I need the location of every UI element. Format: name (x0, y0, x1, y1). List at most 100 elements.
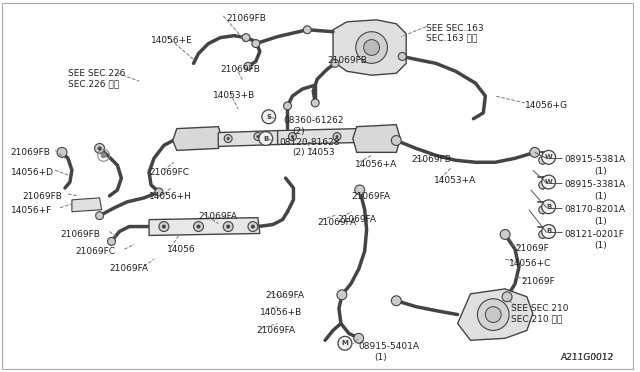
Circle shape (98, 147, 102, 150)
Text: 14056+H: 14056+H (149, 192, 192, 201)
Circle shape (257, 135, 259, 138)
Circle shape (338, 336, 352, 350)
Circle shape (541, 150, 556, 164)
Polygon shape (353, 125, 400, 153)
Circle shape (337, 290, 347, 300)
Polygon shape (458, 289, 532, 340)
Circle shape (356, 32, 387, 63)
Circle shape (262, 110, 276, 124)
Text: 08121-0201F: 08121-0201F (564, 230, 625, 238)
Text: (1): (1) (594, 167, 607, 176)
Text: 21069FA: 21069FA (198, 212, 237, 221)
Text: 14056+G: 14056+G (525, 101, 568, 110)
Circle shape (392, 296, 401, 306)
Text: 21069F: 21069F (521, 277, 555, 286)
Text: S: S (266, 114, 271, 120)
Polygon shape (173, 126, 222, 150)
Circle shape (500, 230, 510, 240)
Circle shape (291, 135, 294, 138)
Text: (1): (1) (594, 192, 607, 201)
Circle shape (251, 225, 255, 228)
Text: 21069FB: 21069FB (220, 65, 260, 74)
Circle shape (193, 222, 204, 231)
Circle shape (539, 156, 547, 164)
Circle shape (259, 132, 273, 145)
Circle shape (539, 181, 547, 189)
Circle shape (284, 102, 291, 110)
Text: 21069FC: 21069FC (149, 168, 189, 177)
Text: 08915-5381A: 08915-5381A (564, 155, 625, 164)
Circle shape (485, 307, 501, 323)
Text: B: B (546, 204, 551, 210)
Circle shape (392, 135, 401, 145)
Circle shape (541, 175, 556, 189)
Text: 08120-81628: 08120-81628 (280, 138, 340, 147)
Text: 21069FB: 21069FB (411, 155, 451, 164)
Circle shape (477, 299, 509, 330)
Text: 21069FA: 21069FA (337, 215, 376, 224)
Text: 14056+E: 14056+E (151, 36, 193, 45)
Text: SEC.226 参照: SEC.226 参照 (68, 79, 119, 88)
Circle shape (244, 62, 252, 70)
Polygon shape (218, 131, 280, 147)
Circle shape (224, 135, 232, 142)
Text: 14056+F: 14056+F (11, 206, 52, 215)
Text: 14056: 14056 (167, 246, 195, 254)
Circle shape (311, 99, 319, 107)
Text: 08915-5401A: 08915-5401A (359, 342, 420, 351)
Text: 14056+A: 14056+A (355, 160, 397, 169)
Text: 21069FB: 21069FB (22, 192, 62, 201)
Text: 21069FA: 21069FA (317, 218, 356, 227)
Circle shape (303, 26, 311, 34)
Text: (1): (1) (374, 353, 387, 362)
Text: 21069FB: 21069FB (60, 230, 100, 238)
Circle shape (254, 132, 262, 141)
Polygon shape (333, 20, 406, 75)
Text: SEC.210 参照: SEC.210 参照 (511, 315, 563, 324)
Text: 14056+C: 14056+C (509, 259, 552, 268)
Circle shape (248, 222, 258, 231)
Text: W: W (545, 154, 552, 160)
Circle shape (159, 222, 169, 231)
Circle shape (289, 132, 296, 141)
Circle shape (226, 225, 230, 228)
Text: 08170-8201A: 08170-8201A (564, 205, 625, 214)
Text: 14053+A: 14053+A (434, 176, 476, 185)
Circle shape (57, 147, 67, 157)
Text: SEE SEC.210: SEE SEC.210 (511, 304, 568, 313)
Text: 14056+B: 14056+B (260, 308, 302, 317)
Text: 21069FB: 21069FB (11, 148, 51, 157)
Text: 21069FC: 21069FC (75, 247, 115, 256)
Polygon shape (72, 198, 102, 212)
Text: (1): (1) (594, 241, 607, 250)
Polygon shape (278, 129, 359, 144)
Circle shape (100, 153, 106, 158)
Text: 14053: 14053 (307, 148, 336, 157)
Circle shape (252, 40, 260, 48)
Text: 08915-3381A: 08915-3381A (564, 180, 625, 189)
Text: SEE SEC.226: SEE SEC.226 (68, 69, 125, 78)
Circle shape (333, 132, 341, 141)
Circle shape (331, 60, 339, 67)
Circle shape (196, 225, 200, 228)
Text: (1): (1) (594, 217, 607, 226)
Polygon shape (149, 218, 260, 235)
Circle shape (355, 185, 365, 195)
Circle shape (95, 212, 104, 219)
Text: A211G0012: A211G0012 (561, 353, 614, 362)
Text: (2): (2) (292, 148, 305, 157)
Circle shape (227, 137, 230, 140)
Text: SEC.163 参照: SEC.163 参照 (426, 34, 477, 43)
Text: 21069FA: 21069FA (109, 264, 148, 273)
Circle shape (541, 225, 556, 238)
Circle shape (502, 292, 512, 302)
Circle shape (364, 40, 380, 55)
Circle shape (162, 225, 166, 228)
Text: B: B (263, 135, 268, 141)
Text: 14056+D: 14056+D (11, 168, 54, 177)
Text: 21069FB: 21069FB (226, 14, 266, 23)
Text: (2): (2) (292, 126, 305, 136)
Text: M: M (342, 340, 348, 346)
Circle shape (335, 135, 339, 138)
Circle shape (155, 188, 163, 196)
